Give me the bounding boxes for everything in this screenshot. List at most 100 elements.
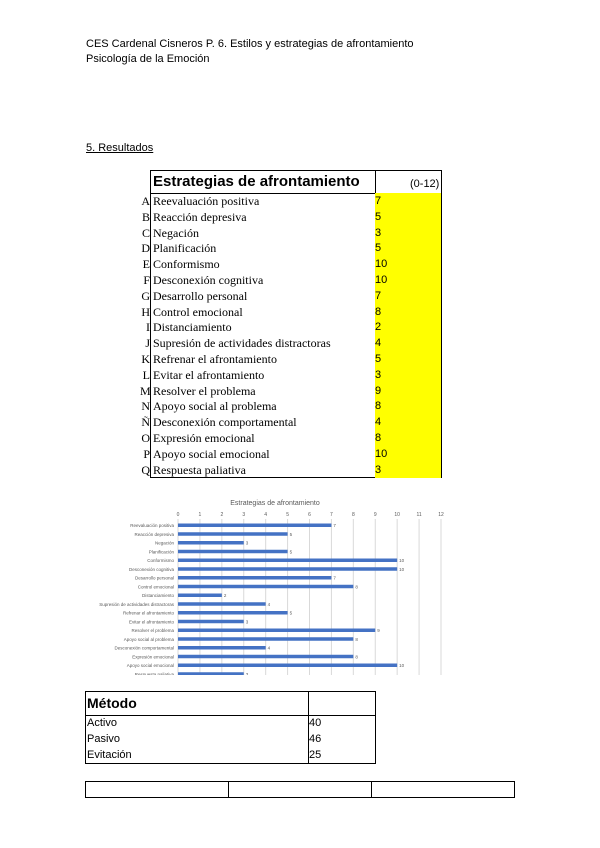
method-value-evitacion: 25 [309,749,322,761]
x-tick-label: 4 [264,512,267,518]
bar [178,646,266,650]
x-tick-label: 9 [374,512,377,518]
category-label: Supresión de actividades distractoras [99,602,175,607]
strategy-name: Reevaluación positiva [153,194,260,208]
strategy-score: 3 [375,461,441,478]
category-label: Control emocional [138,584,174,589]
strategy-name: Planificación [153,241,217,256]
empty-cell [86,782,229,797]
bar [178,602,266,606]
bar [178,576,332,580]
strategy-letter: J [145,336,150,351]
strategy-row: Q Respuesta paliativa 3 [140,461,442,478]
strategy-row: L Evitar el afrontamiento 3 [140,366,442,383]
category-label: Desconexión comportamental [114,646,174,651]
strategy-row: A Reevaluación positiva 7 [140,193,442,209]
method-label-pasivo: Pasivo [87,733,121,745]
bar [178,593,222,597]
strategy-score: 3 [375,224,441,241]
table-divider [308,691,309,764]
x-tick-label: 2 [220,512,223,518]
bar [178,541,244,545]
category-label: Desarrollo personal [135,576,174,581]
data-label: 3 [246,619,249,624]
strategy-row: K Refrenar el afrontamiento 5 [140,351,442,367]
empty-cell [229,782,372,797]
strategy-name: Expresión emocional [153,431,255,445]
strategy-score: 7 [375,287,441,304]
strategy-row: B Reacción depresiva 5 [140,208,442,225]
strategy-letter: O [141,431,150,445]
strategy-name: Refrenar el afrontamiento [153,352,277,366]
strategy-letter: C [141,225,150,240]
method-label-evitacion: Evitación [87,749,132,761]
strategy-letter: L [142,367,150,382]
category-label: Planificación [149,549,175,554]
strategy-row: O Expresión emocional 8 [140,430,442,446]
method-label-activo: Activo [87,717,117,729]
strategy-name: Respuesta paliativa [153,462,246,477]
data-label: 4 [268,602,271,607]
bar [178,672,244,675]
data-label: 3 [246,672,249,675]
strategy-score: 5 [375,240,441,257]
strategy-row: E Conformismo 10 [140,256,442,273]
strategies-table-header [150,170,441,194]
strategy-score: 2 [375,319,441,336]
x-tick-label: 5 [286,512,289,518]
strategy-score: 5 [375,208,441,225]
method-table-header [85,691,375,716]
strategy-name: Reacción depresiva [153,209,247,224]
method-table-title: Método [87,695,137,711]
bar [178,663,398,667]
data-label: 7 [333,523,336,528]
strategy-row: Ñ Desconexión comportamental 4 [140,414,442,431]
strategy-letter: Ñ [141,415,150,430]
x-tick-label: 3 [242,512,245,518]
strategy-name: Desarrollo personal [153,288,248,303]
x-tick-label: 6 [308,512,311,518]
strategy-name: Control emocional [153,304,243,319]
data-label: 3 [246,541,249,546]
strategy-letter: H [141,304,150,319]
data-label: 5 [290,549,293,554]
strategy-name: Resolver el problema [153,383,256,398]
category-label: Apoyo social al problema [124,637,175,642]
bar [178,532,288,536]
bar [178,523,332,527]
x-tick-label: 11 [416,512,421,518]
data-label: 10 [399,567,405,572]
strategy-row: M Resolver el problema 9 [140,382,442,399]
x-tick-label: 10 [394,512,400,518]
method-value-pasivo: 46 [309,733,322,745]
strategy-row: H Control emocional 8 [140,303,442,320]
strategy-score: 9 [375,382,441,399]
method-value-activo: 40 [309,717,322,729]
strategy-name: Desconexión comportamental [153,415,297,430]
section-title: 5. Resultados [86,142,154,154]
strategy-row: N Apoyo social al problema 8 [140,398,442,415]
strategy-score: 10 [375,445,441,462]
category-label: Expresión emocional [132,654,174,659]
empty-cell [372,782,514,797]
strategy-row: J Supresión de actividades distractoras 4 [140,335,442,352]
bar [178,549,288,554]
strategy-row: G Desarrollo personal 7 [140,287,442,304]
method-table [85,691,376,764]
bar [178,637,354,641]
strategy-score: 8 [375,303,441,320]
strategy-letter: Q [141,462,150,477]
bar [178,628,376,632]
strategy-score: 7 [375,193,441,209]
bar [178,611,288,615]
data-label: 2 [224,593,227,598]
strategy-row: F Desconexión cognitiva 10 [140,272,442,288]
category-label: Desconexión cognitiva [129,567,175,572]
strategy-name: Apoyo social al problema [153,399,277,414]
data-label: 7 [333,576,336,581]
strategy-letter: N [141,399,150,414]
strategy-letter: D [141,241,150,256]
header-line-2: Psicología de la Emoción [86,53,210,65]
